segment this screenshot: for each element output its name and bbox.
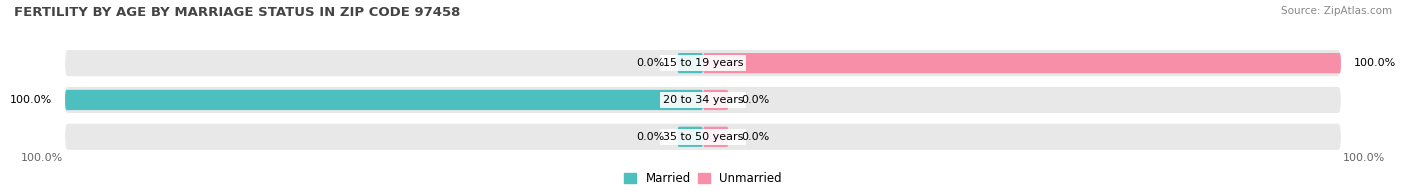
Text: Source: ZipAtlas.com: Source: ZipAtlas.com bbox=[1281, 6, 1392, 16]
FancyBboxPatch shape bbox=[678, 53, 703, 73]
FancyBboxPatch shape bbox=[678, 127, 703, 147]
FancyBboxPatch shape bbox=[703, 53, 1341, 73]
FancyBboxPatch shape bbox=[65, 87, 1341, 113]
FancyBboxPatch shape bbox=[703, 90, 728, 110]
Text: 0.0%: 0.0% bbox=[741, 132, 769, 142]
Text: 0.0%: 0.0% bbox=[637, 132, 665, 142]
Text: 20 to 34 years: 20 to 34 years bbox=[662, 95, 744, 105]
Text: 35 to 50 years: 35 to 50 years bbox=[662, 132, 744, 142]
FancyBboxPatch shape bbox=[703, 127, 728, 147]
Text: 100.0%: 100.0% bbox=[21, 153, 63, 163]
Legend: Married, Unmarried: Married, Unmarried bbox=[624, 172, 782, 185]
Text: FERTILITY BY AGE BY MARRIAGE STATUS IN ZIP CODE 97458: FERTILITY BY AGE BY MARRIAGE STATUS IN Z… bbox=[14, 6, 460, 19]
FancyBboxPatch shape bbox=[65, 50, 1341, 76]
Text: 15 to 19 years: 15 to 19 years bbox=[662, 58, 744, 68]
Text: 0.0%: 0.0% bbox=[741, 95, 769, 105]
FancyBboxPatch shape bbox=[65, 124, 1341, 150]
Text: 100.0%: 100.0% bbox=[1354, 58, 1396, 68]
FancyBboxPatch shape bbox=[65, 90, 703, 110]
Text: 100.0%: 100.0% bbox=[1343, 153, 1385, 163]
Text: 100.0%: 100.0% bbox=[10, 95, 52, 105]
Text: 0.0%: 0.0% bbox=[637, 58, 665, 68]
